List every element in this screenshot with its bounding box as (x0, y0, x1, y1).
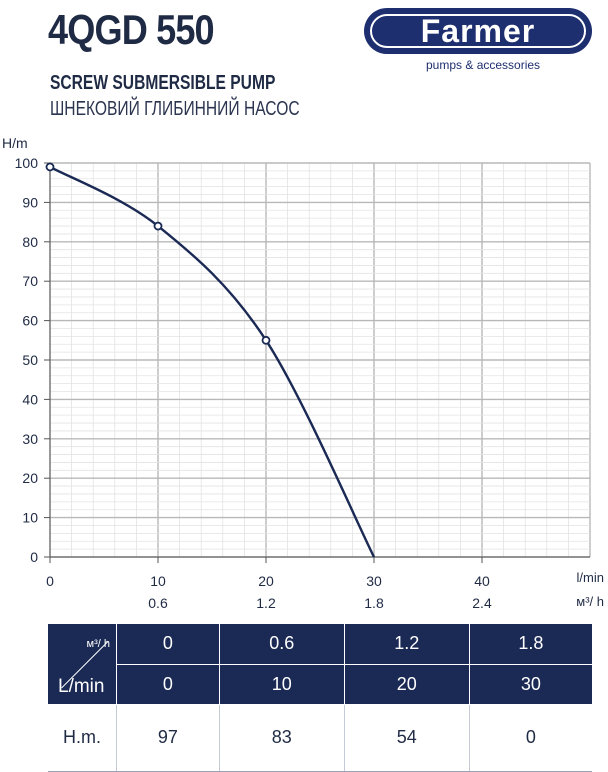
chart-labels: 0 10 20 30 40 50 60 70 80 90 100 H/m 0 10 0.6 20 1.2 30 1.… (2, 135, 604, 611)
y-axis-label: H/m (2, 135, 28, 151)
unit-m3h-label: м³/ h (86, 638, 110, 650)
x-axis-label-primary: l/min (577, 570, 604, 585)
y-tick-label: 40 (22, 391, 38, 407)
table-cell: 0 (469, 704, 592, 772)
x-axis-label-secondary: м³/ h (576, 594, 604, 609)
y-tick-label: 50 (22, 352, 38, 368)
logo-border (370, 14, 586, 48)
model-title: 4QGD 550 (48, 6, 215, 53)
x-tick-label: 20 (258, 573, 274, 589)
y-tick-label: 70 (22, 273, 38, 289)
x-tick-label-secondary: 1.2 (256, 595, 276, 611)
table-unit-corner: м³/ h L/min (48, 624, 117, 704)
y-tick-label: 10 (22, 510, 38, 526)
table-cell: 97 (116, 704, 220, 772)
subtitle-english: SCREW SUBMERSIBLE PUMP (50, 72, 276, 94)
y-tick-label: 90 (22, 194, 38, 210)
brand-tagline: pumps & accessories (426, 58, 541, 72)
data-point (45, 162, 55, 172)
performance-chart: 0 10 20 30 40 50 60 70 80 90 100 H/m 0 10 0.6 20 1.2 30 1.… (2, 135, 604, 611)
head-row-label: H.m. (48, 704, 117, 772)
table-row-m3h: м³/ h L/min 0 0.6 1.2 1.8 (48, 624, 592, 704)
subtitle-ukrainian: ШНЕКОВИЙ ГЛИБИННИЙ НАСОС (50, 98, 300, 120)
x-tick-label: 40 (474, 573, 490, 589)
chart-grid (49, 162, 591, 558)
table-cell: 20 (344, 664, 470, 705)
x-tick-label: 0 (46, 573, 54, 589)
unit-lmin-label: L/min (58, 676, 105, 697)
series-line (49, 165, 376, 558)
y-tick-label: 30 (22, 431, 38, 447)
x-tick-label-secondary: 1.8 (364, 595, 384, 611)
y-tick-label: 20 (22, 470, 38, 486)
y-tick-label: 100 (15, 155, 39, 171)
brand-logo: Farmer (364, 8, 592, 54)
x-tick-label: 10 (150, 573, 166, 589)
y-tick-label: 60 (22, 313, 38, 329)
table-cell: 30 (469, 664, 592, 705)
x-tick-label-secondary: 2.4 (472, 595, 492, 611)
y-tick-label: 80 (22, 234, 38, 250)
table-cell: 54 (344, 704, 470, 772)
data-point (153, 221, 163, 231)
table-cell: 1.2 (344, 624, 470, 665)
table-cell: 83 (219, 704, 345, 772)
table-cell: 1.8 (469, 624, 592, 665)
flow-head-table: м³/ h L/min 0 0.6 1.2 1.8 0 10 20 30 H.m… (48, 624, 592, 772)
table-row-head: H.m. 97 83 54 0 (48, 704, 592, 772)
x-tick-label-secondary: 0.6 (148, 595, 168, 611)
x-tick-label: 30 (366, 573, 382, 589)
brand-name: Farmer (420, 12, 536, 49)
chart-series (45, 162, 376, 558)
chart-axes (44, 162, 590, 563)
data-point (261, 335, 271, 345)
table-cell: 0.6 (219, 624, 345, 665)
table-row-lmin: 0 10 20 30 (48, 664, 592, 705)
table-cell: 10 (219, 664, 345, 705)
table-cell: 0 (116, 624, 220, 665)
table-cell: 0 (116, 664, 220, 705)
y-tick-label: 0 (30, 549, 38, 565)
